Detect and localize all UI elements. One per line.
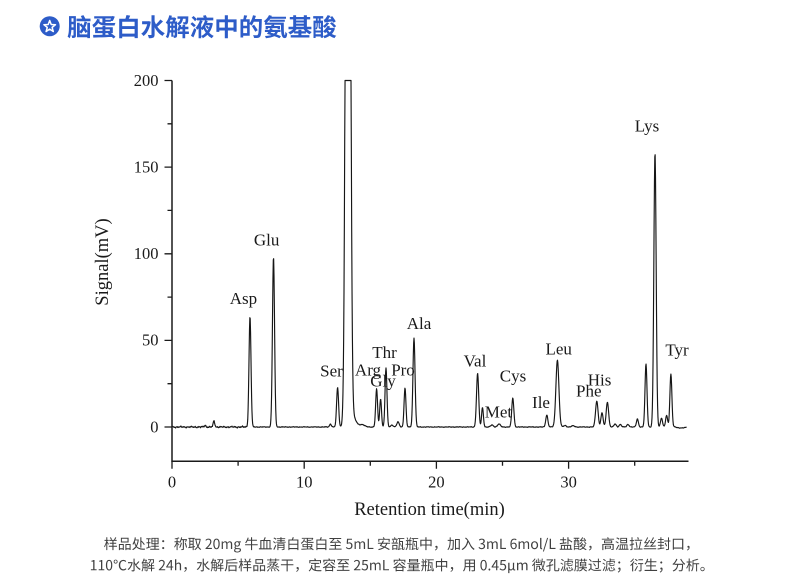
svg-text:20: 20 [428, 472, 445, 491]
svg-text:10: 10 [296, 472, 313, 491]
svg-text:200: 200 [134, 71, 159, 90]
svg-text:100: 100 [134, 244, 159, 263]
svg-text:Pro: Pro [391, 360, 415, 379]
svg-text:Val: Val [464, 352, 487, 371]
svg-text:Ala: Ala [407, 314, 432, 333]
svg-text:His: His [588, 371, 612, 390]
svg-text:150: 150 [134, 157, 159, 176]
svg-text:Lys: Lys [635, 117, 660, 136]
svg-text:Glu: Glu [254, 231, 280, 250]
svg-text:Gly: Gly [370, 372, 396, 391]
svg-text:50: 50 [142, 331, 159, 350]
svg-text:Asp: Asp [230, 289, 257, 308]
svg-text:Thr: Thr [372, 343, 397, 362]
svg-text:30: 30 [560, 472, 577, 491]
svg-text:Tyr: Tyr [665, 341, 689, 360]
svg-text:Signal(mV): Signal(mV) [93, 218, 113, 305]
svg-text:Phe: Phe [576, 381, 602, 400]
svg-text:0: 0 [168, 472, 176, 491]
svg-text:Met: Met [485, 403, 513, 422]
svg-text:Leu: Leu [545, 340, 572, 359]
svg-text:Ser: Ser [320, 362, 343, 381]
svg-text:0: 0 [150, 417, 158, 436]
svg-text:Ile: Ile [532, 393, 550, 412]
svg-text:Cys: Cys [500, 367, 526, 386]
svg-text:Arg: Arg [355, 361, 382, 380]
svg-text:Retention time(min): Retention time(min) [354, 500, 505, 520]
